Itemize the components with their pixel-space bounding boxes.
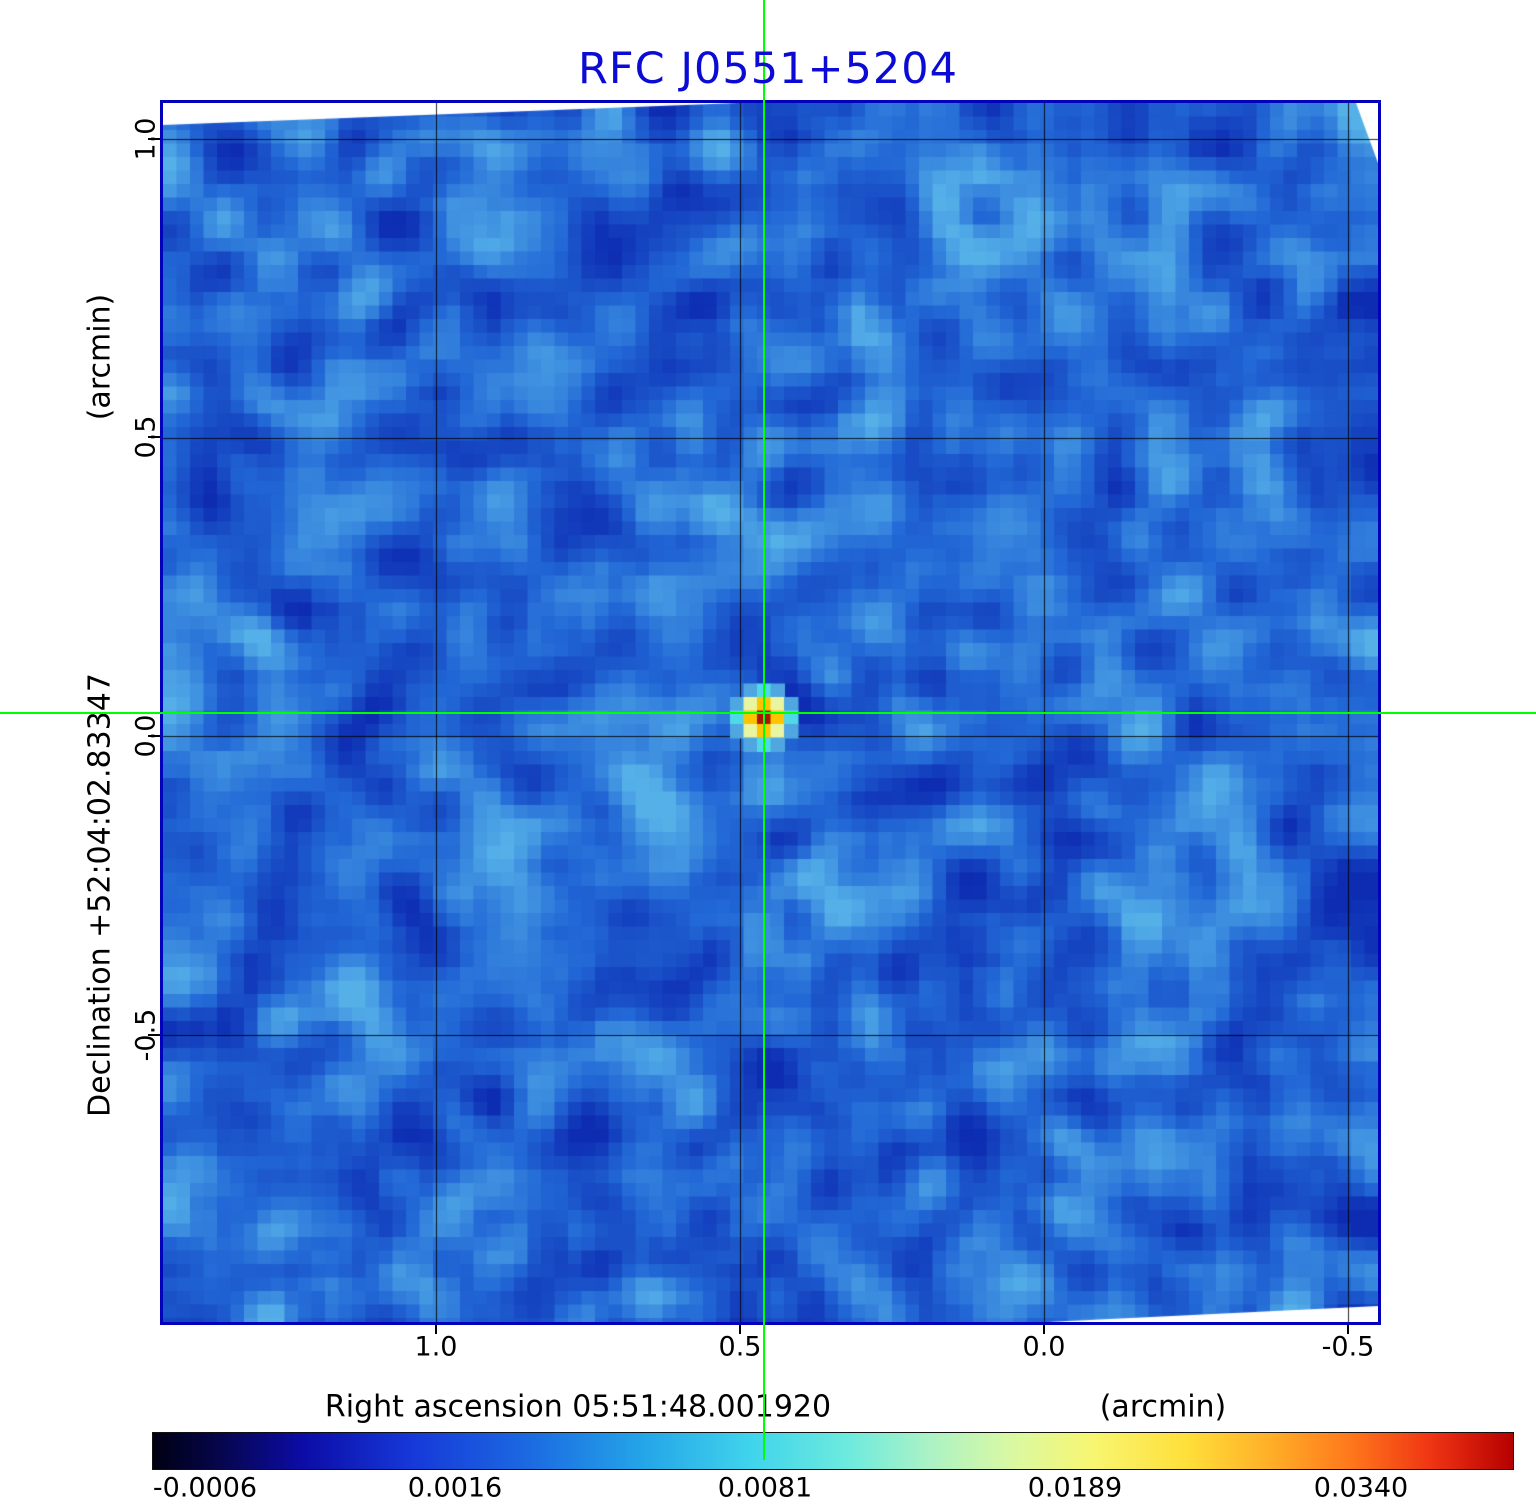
colorbar-label-3: 0.0189	[1027, 1472, 1123, 1504]
y-axis-unit-label: (arcmin)	[82, 293, 118, 421]
y-tick-mark-1	[148, 436, 160, 438]
x-axis-title: Right ascension 05:51:48.001920	[324, 1389, 832, 1425]
x-tick-label-2: 0.0	[1022, 1331, 1066, 1363]
colorbar	[152, 1432, 1514, 1470]
crosshair-horizontal-line	[0, 712, 1536, 714]
x-tick-label-0: 1.0	[414, 1331, 458, 1363]
y-tick-mark-2	[148, 735, 160, 737]
x-tick-label-3: -0.5	[1321, 1331, 1375, 1363]
colorbar-label-2: 0.0081	[717, 1472, 813, 1504]
crosshair-vertical-line	[763, 0, 765, 1460]
y-tick-mark-0	[148, 138, 160, 140]
colorbar-label-0: -0.0006	[152, 1472, 258, 1504]
x-tick-mark-3	[1347, 1325, 1349, 1334]
x-tick-label-1: 0.5	[718, 1331, 762, 1363]
y-tick-mark-3	[148, 1034, 160, 1036]
x-tick-mark-2	[1043, 1325, 1045, 1334]
figure-title: RFC J0551+5204	[578, 44, 958, 94]
colorbar-label-1: 0.0016	[407, 1472, 503, 1504]
x-axis-unit-label: (arcmin)	[1099, 1389, 1227, 1425]
colorbar-label-4: 0.0340	[1313, 1472, 1409, 1504]
x-tick-mark-1	[739, 1325, 741, 1334]
x-tick-mark-0	[435, 1325, 437, 1334]
y-axis-title: Declination +52:04:02.83347	[82, 673, 118, 1117]
